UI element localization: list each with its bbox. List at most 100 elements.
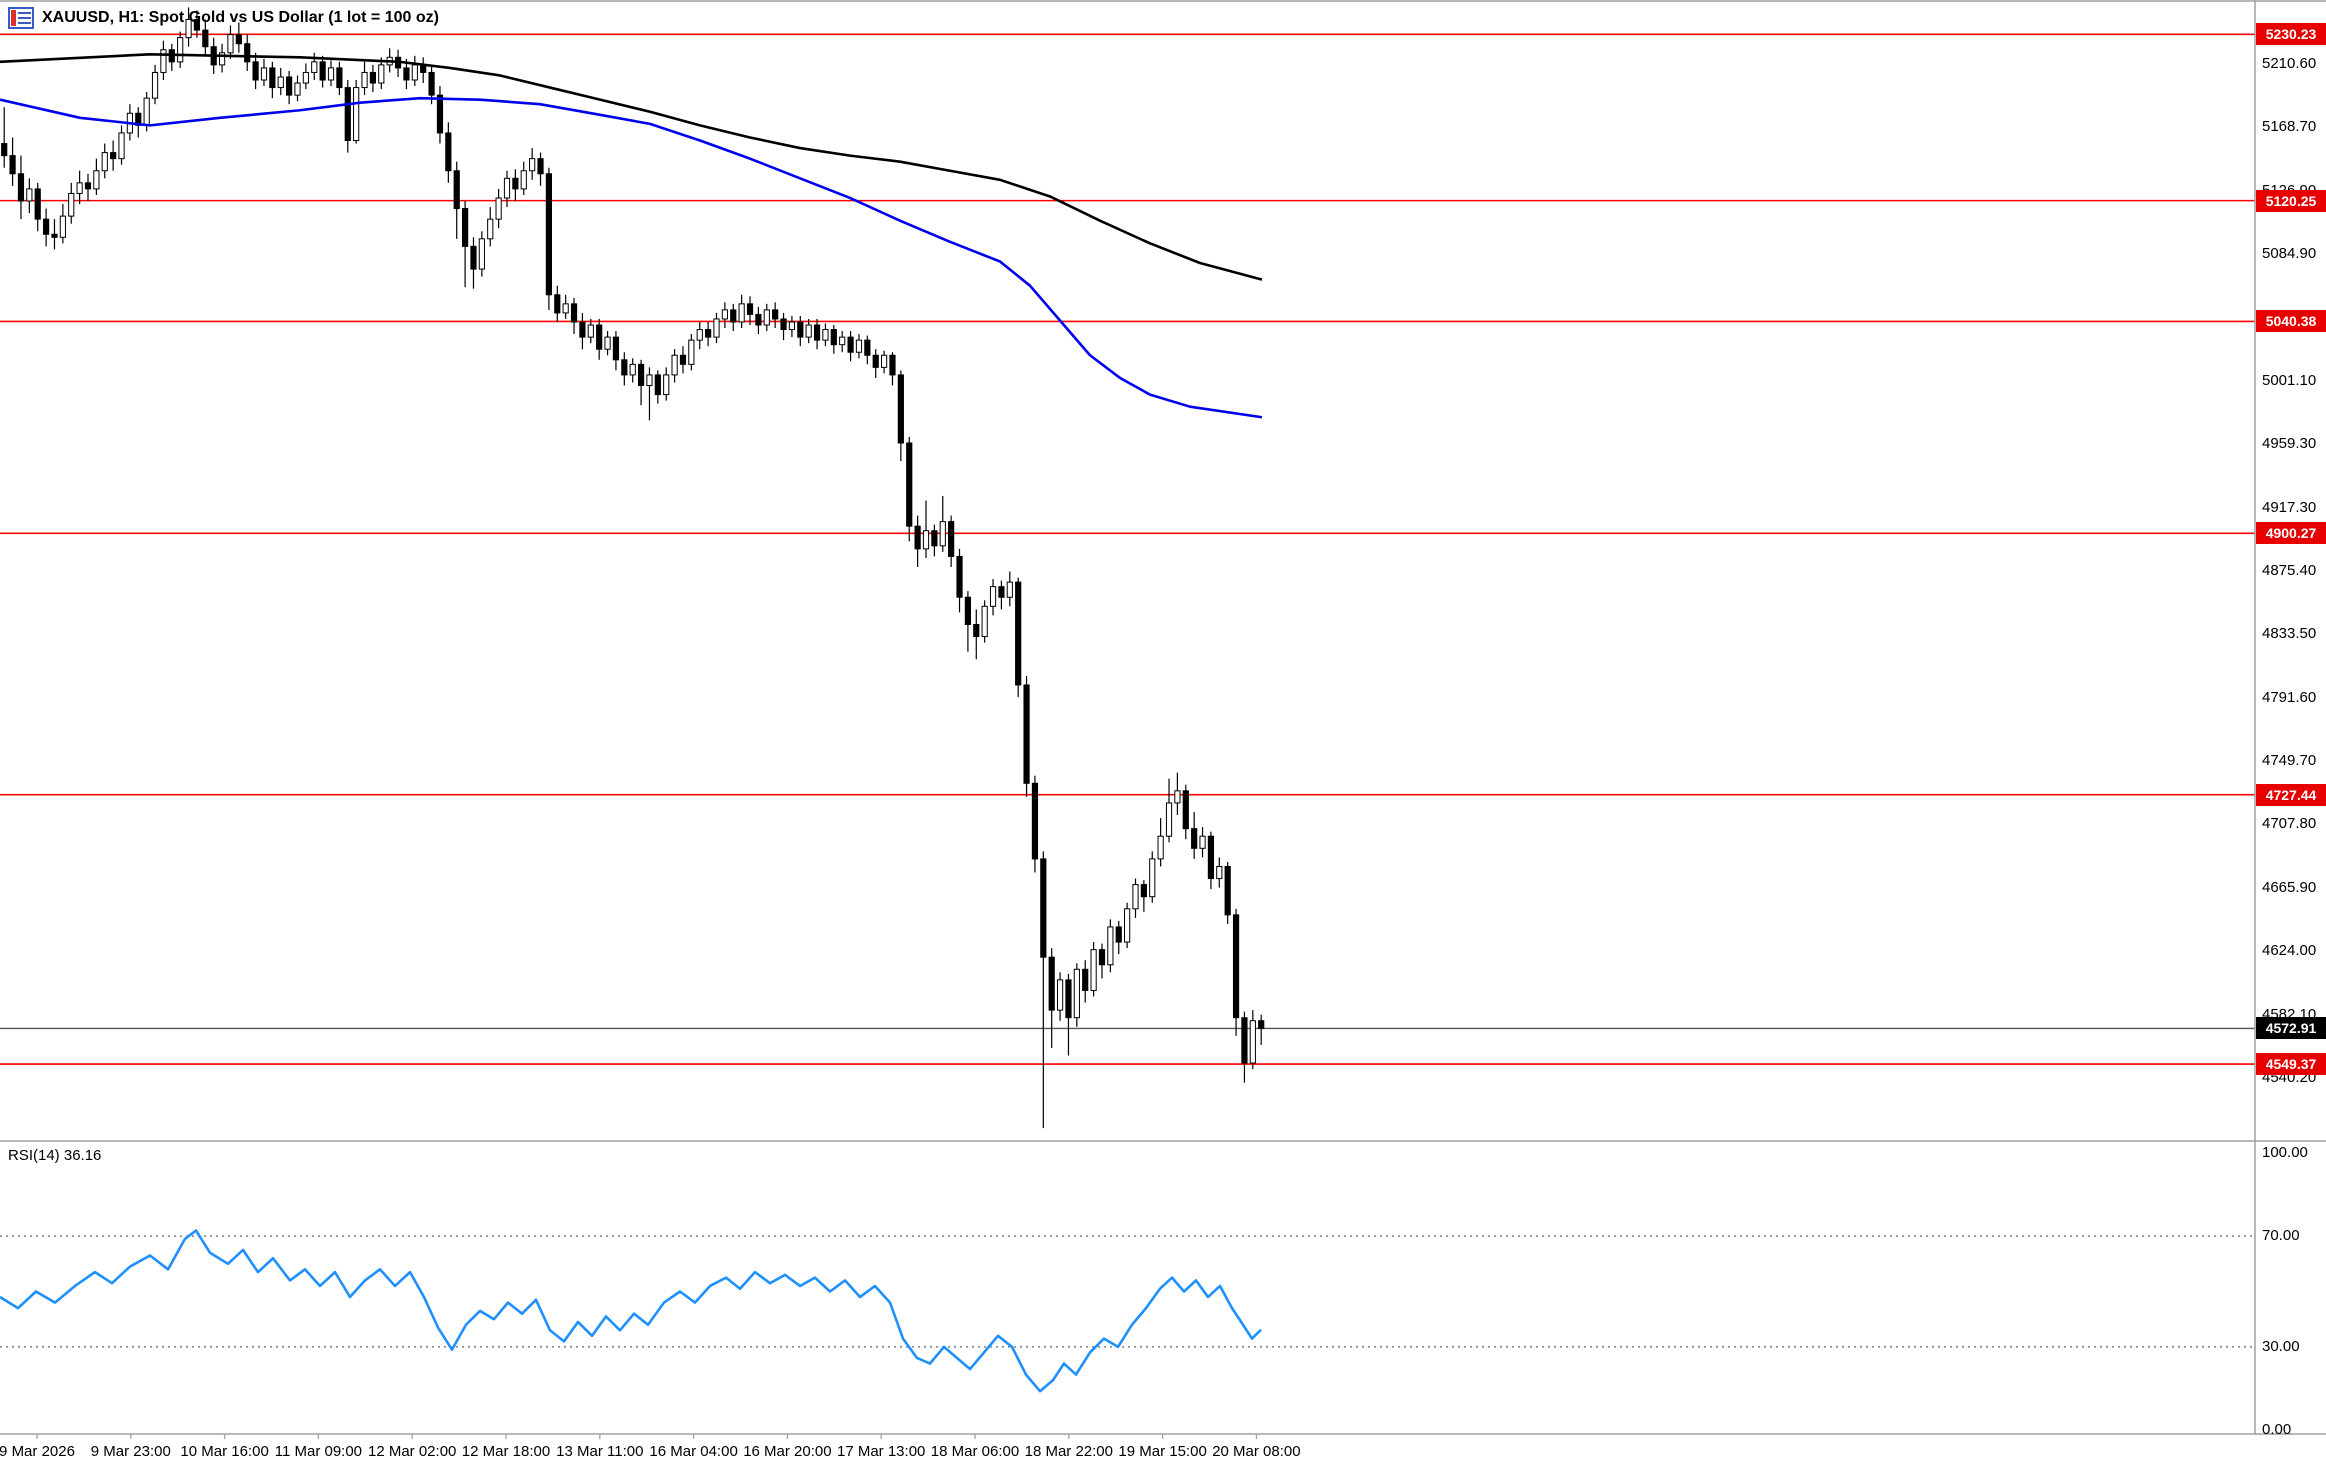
candle-body	[76, 182, 83, 194]
candle-body	[227, 34, 234, 54]
candle-body	[344, 87, 351, 142]
candle-body	[277, 76, 284, 89]
candle-body	[948, 521, 955, 557]
candle-body	[1249, 1020, 1256, 1064]
candle-body	[1056, 979, 1064, 1011]
candle-body	[9, 155, 16, 175]
candle-body	[1115, 926, 1122, 943]
time-axis-label: 19 Mar 15:00	[1118, 1443, 1207, 1460]
candle-body	[1073, 968, 1080, 1019]
candle-body	[772, 309, 779, 320]
chart-title-bar: XAUUSD, H1: Spot Gold vs US Dollar (1 lo…	[8, 6, 439, 30]
candle-body	[1165, 802, 1173, 837]
candle-body	[1140, 884, 1147, 898]
candle-body	[1098, 949, 1106, 966]
candle-body	[1191, 828, 1198, 849]
candle-body	[311, 61, 318, 73]
candle-body	[705, 329, 712, 338]
candle-body	[587, 324, 594, 338]
candle-body	[93, 170, 100, 190]
time-axis-label: 18 Mar 22:00	[1024, 1443, 1113, 1460]
candle-body	[520, 170, 527, 190]
ma-slow-line[interactable]	[0, 52, 1263, 281]
candle-body	[780, 318, 787, 331]
rsi-axis-label: 30.00	[2262, 1337, 2300, 1355]
candle-body	[68, 192, 75, 217]
candle-body	[218, 52, 226, 66]
candle-body	[378, 64, 385, 84]
rsi-line[interactable]	[0, 1229, 1262, 1393]
candle-body	[403, 67, 410, 81]
candle-body	[931, 530, 938, 547]
candle-body	[503, 177, 511, 199]
candle-body	[269, 67, 276, 89]
candle-body	[487, 218, 494, 240]
price-axis-label: 4749.70	[2262, 752, 2317, 770]
candle-body	[43, 218, 50, 235]
candle-body	[1107, 926, 1114, 966]
candle-body	[1182, 790, 1189, 830]
candle-body	[637, 363, 645, 387]
candle-body	[956, 555, 963, 598]
rsi-axis-label: 0.00	[2262, 1421, 2292, 1438]
candle-body	[353, 87, 360, 142]
time-axis-label: 10 Mar 16:00	[180, 1443, 269, 1460]
ma-fast-line[interactable]	[0, 96, 1263, 419]
candle-body	[1224, 865, 1231, 916]
candle-body	[1124, 908, 1131, 943]
candle-body	[746, 303, 754, 315]
candle-body	[537, 158, 544, 175]
candle-body	[621, 359, 628, 376]
candle-body	[855, 339, 863, 353]
price-axis-label: 4624.00	[2262, 942, 2317, 960]
candle-body	[478, 238, 485, 270]
candle-body	[1048, 956, 1055, 1011]
candle-body	[34, 188, 41, 220]
candle-body	[1149, 858, 1156, 898]
candle-body	[864, 339, 871, 356]
candle-body	[545, 173, 552, 296]
candle-body	[889, 354, 896, 376]
price-axis-label: 4791.60	[2262, 688, 2317, 706]
candle-body	[805, 324, 812, 338]
candle-body	[612, 336, 620, 361]
candle-body	[730, 309, 737, 323]
candle-body	[1040, 858, 1047, 958]
time-axis-label: 13 Mar 11:00	[556, 1443, 644, 1460]
candle-body	[445, 132, 452, 172]
candle-body	[604, 336, 611, 350]
price-axis-label: 5084.90	[2262, 245, 2317, 263]
rsi-axis-label: 100.00	[2262, 1144, 2308, 1161]
candle-body	[1090, 949, 1097, 991]
candle-body	[143, 97, 150, 126]
price-axis-label: 4875.40	[2262, 561, 2317, 579]
candle-body	[897, 374, 904, 444]
time-axis-label: 17 Mar 13:00	[836, 1443, 926, 1460]
price-axis-label: 5001.10	[2262, 371, 2317, 389]
candle-body	[1216, 865, 1223, 880]
instrument-icon	[8, 7, 34, 29]
candle-body	[596, 324, 603, 350]
candle-body	[1023, 684, 1030, 784]
level-price-badge: 4900.27	[2256, 522, 2326, 545]
candle-body	[453, 170, 460, 210]
candle-body	[629, 363, 636, 376]
candle-body	[813, 324, 821, 341]
candle-body	[185, 19, 192, 39]
candle-body	[646, 374, 653, 387]
candle-body	[1031, 782, 1039, 860]
time-axis-label: 9 Mar 23:00	[90, 1443, 171, 1460]
candle-body	[872, 354, 879, 368]
price-axis-label: 5210.60	[2262, 54, 2317, 72]
candle-body	[84, 182, 92, 190]
rsi-axis-label: 70.00	[2262, 1227, 2300, 1245]
candle-body	[1157, 835, 1164, 860]
time-axis-label: 20 Mar 08:00	[1212, 1443, 1301, 1460]
candle-body	[881, 354, 888, 368]
candle-body	[286, 76, 293, 96]
candle-body	[361, 71, 368, 89]
chart-title: XAUUSD, H1: Spot Gold vs US Dollar (1 lo…	[42, 9, 439, 26]
candle-body	[755, 313, 762, 326]
candle-body	[570, 303, 578, 323]
